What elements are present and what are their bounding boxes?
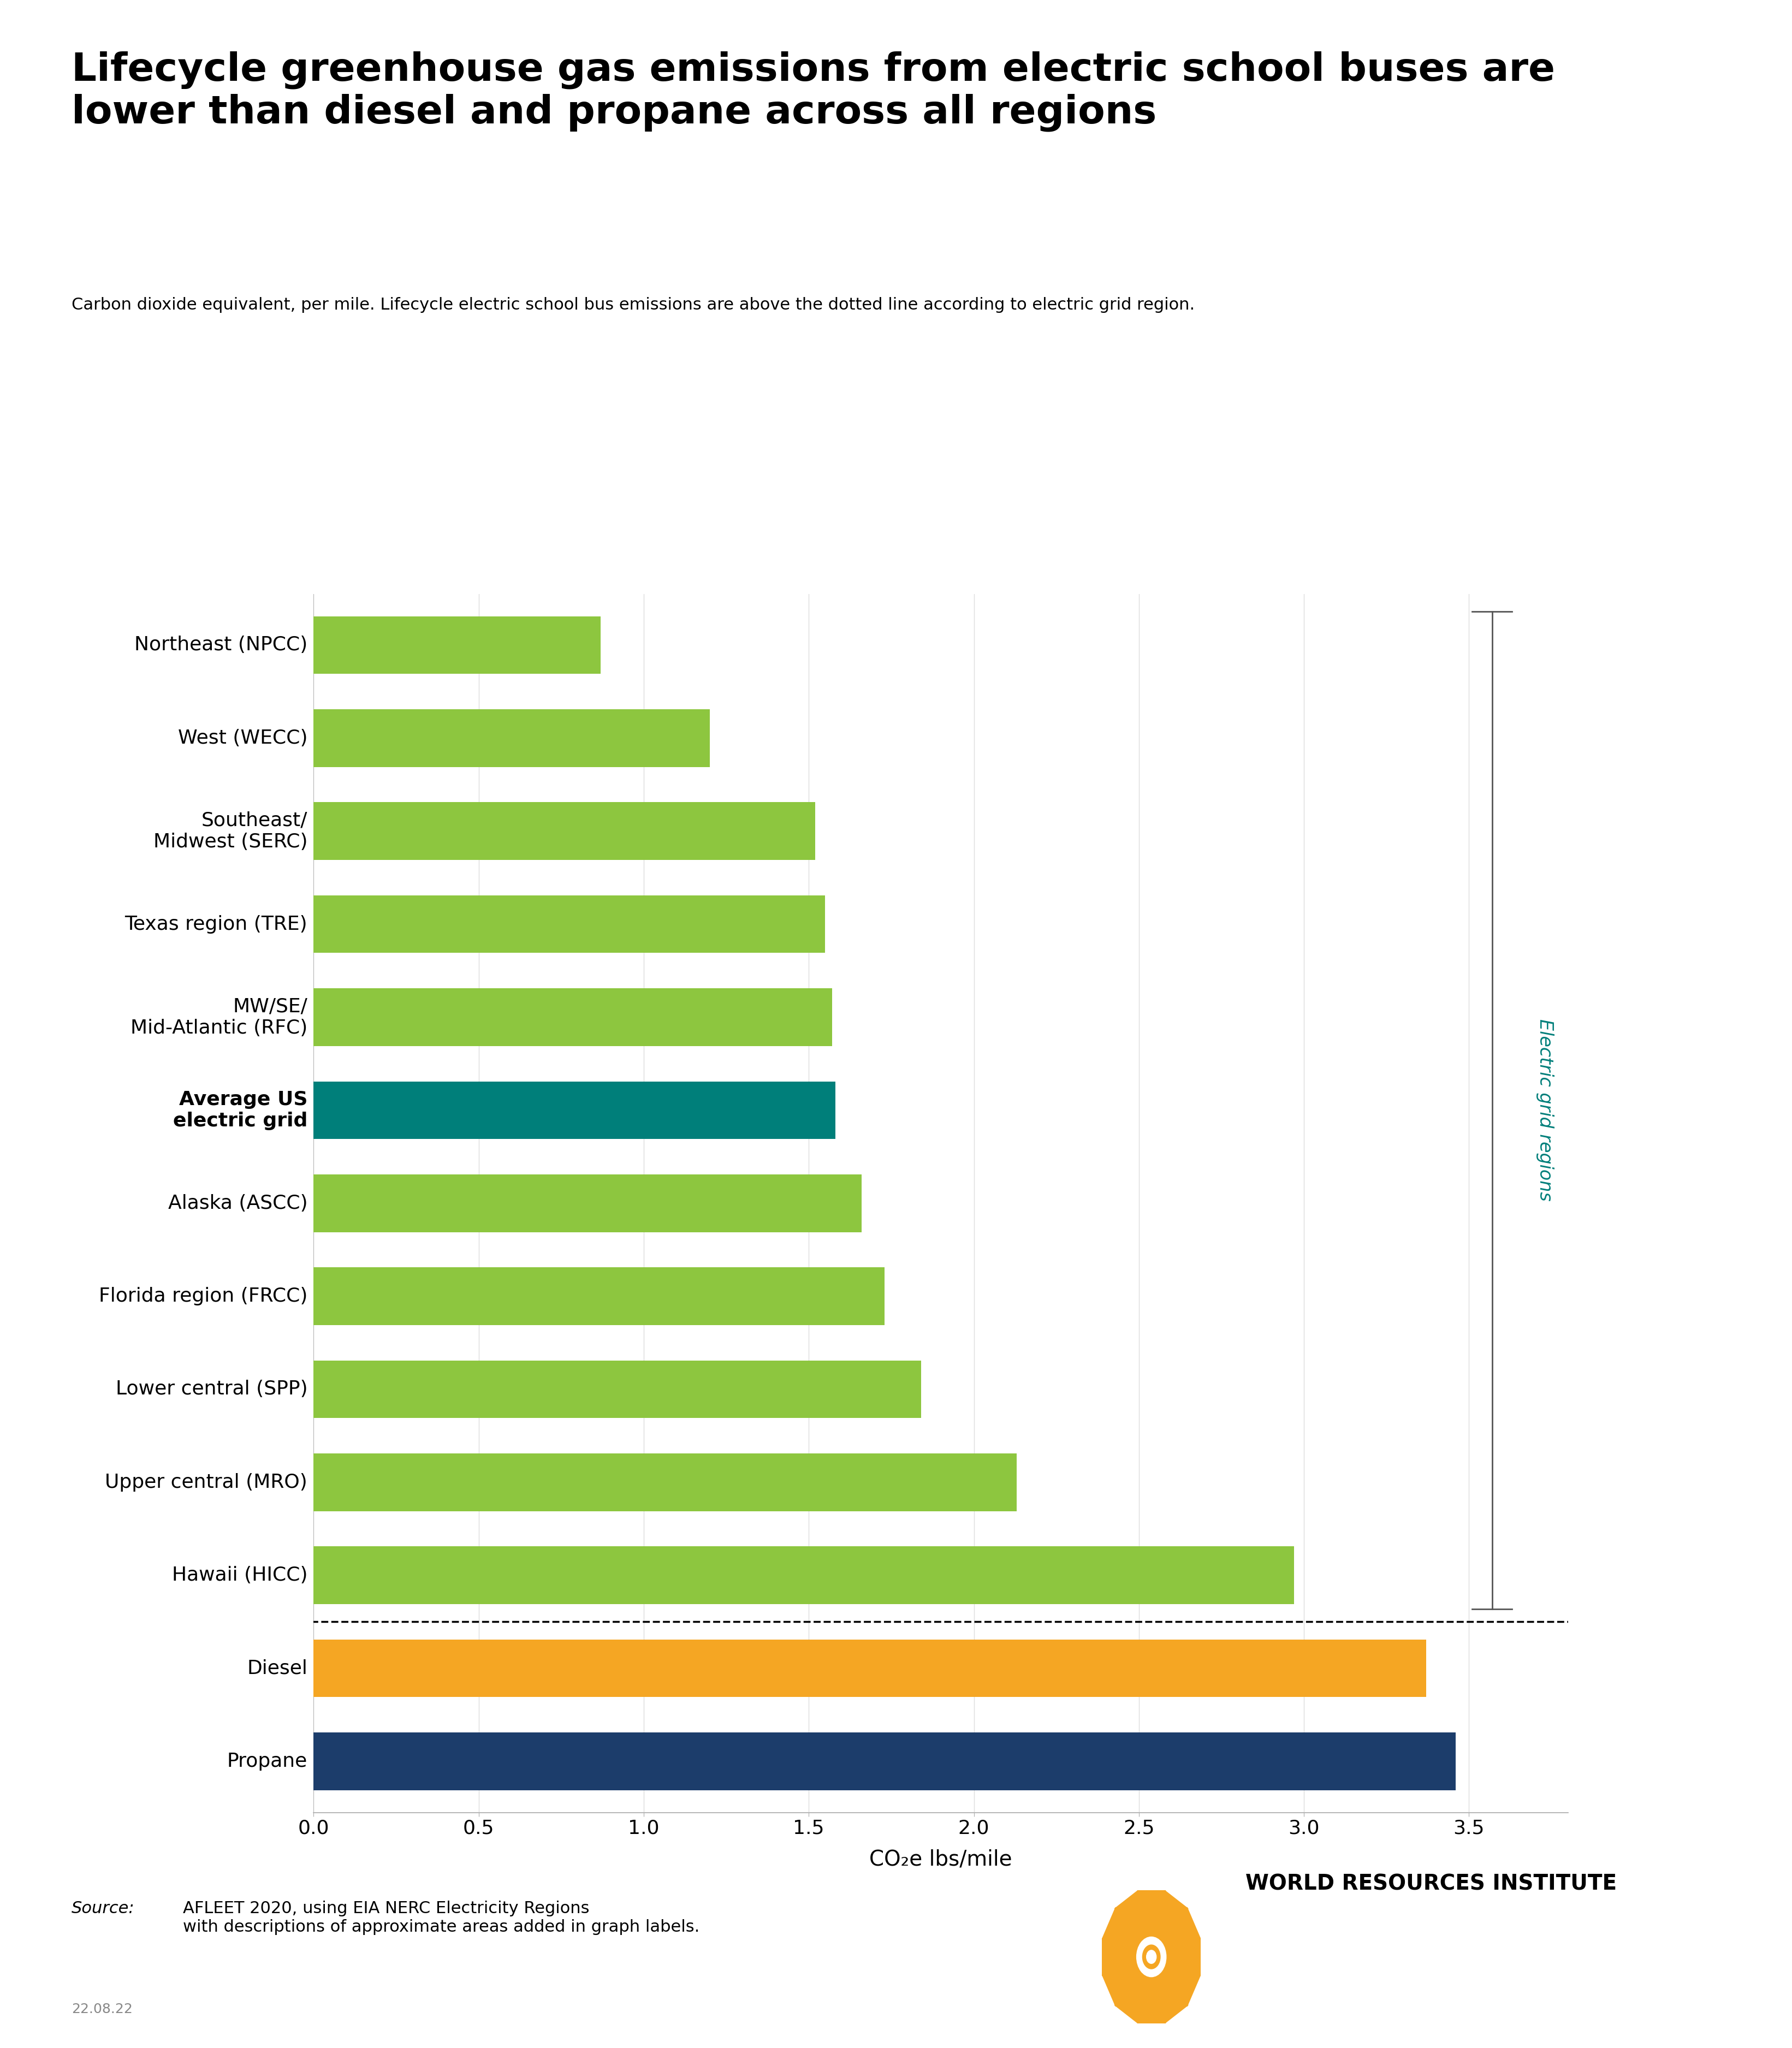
Polygon shape bbox=[1102, 1907, 1201, 2007]
Bar bbox=[314, 1174, 862, 1233]
Text: Lifecycle greenhouse gas emissions from electric school buses are
lower than die: Lifecycle greenhouse gas emissions from … bbox=[72, 51, 1555, 131]
Bar bbox=[314, 1081, 835, 1139]
Polygon shape bbox=[1115, 1890, 1188, 2023]
Bar bbox=[314, 616, 600, 674]
Circle shape bbox=[1143, 1946, 1159, 1968]
Text: Source:: Source: bbox=[72, 1901, 134, 1917]
Bar bbox=[314, 709, 710, 766]
Text: Carbon dioxide equivalent, per mile. Lifecycle electric school bus emissions are: Carbon dioxide equivalent, per mile. Lif… bbox=[72, 297, 1195, 313]
Text: AFLEET 2020, using EIA NERC Electricity Regions
with descriptions of approximate: AFLEET 2020, using EIA NERC Electricity … bbox=[183, 1901, 699, 1935]
Text: WORLD RESOURCES INSTITUTE: WORLD RESOURCES INSTITUTE bbox=[1245, 1874, 1616, 1894]
Bar bbox=[314, 1546, 1294, 1604]
Bar bbox=[314, 1733, 1455, 1790]
Polygon shape bbox=[1115, 1890, 1188, 2023]
Bar bbox=[314, 895, 826, 952]
Bar bbox=[314, 1640, 1426, 1698]
Bar bbox=[314, 989, 831, 1047]
Bar bbox=[314, 1360, 921, 1417]
Text: Electric grid regions: Electric grid regions bbox=[1536, 1020, 1554, 1202]
Polygon shape bbox=[1102, 1907, 1201, 2007]
Circle shape bbox=[1136, 1937, 1167, 1976]
Bar bbox=[314, 1268, 885, 1325]
Text: 22.08.22: 22.08.22 bbox=[72, 2003, 133, 2015]
X-axis label: CO₂e lbs/mile: CO₂e lbs/mile bbox=[869, 1849, 1012, 1870]
Polygon shape bbox=[1102, 1937, 1201, 1976]
Bar bbox=[314, 1454, 1016, 1511]
Polygon shape bbox=[1138, 1890, 1165, 2023]
Circle shape bbox=[1147, 1950, 1156, 1964]
Bar bbox=[314, 803, 815, 860]
